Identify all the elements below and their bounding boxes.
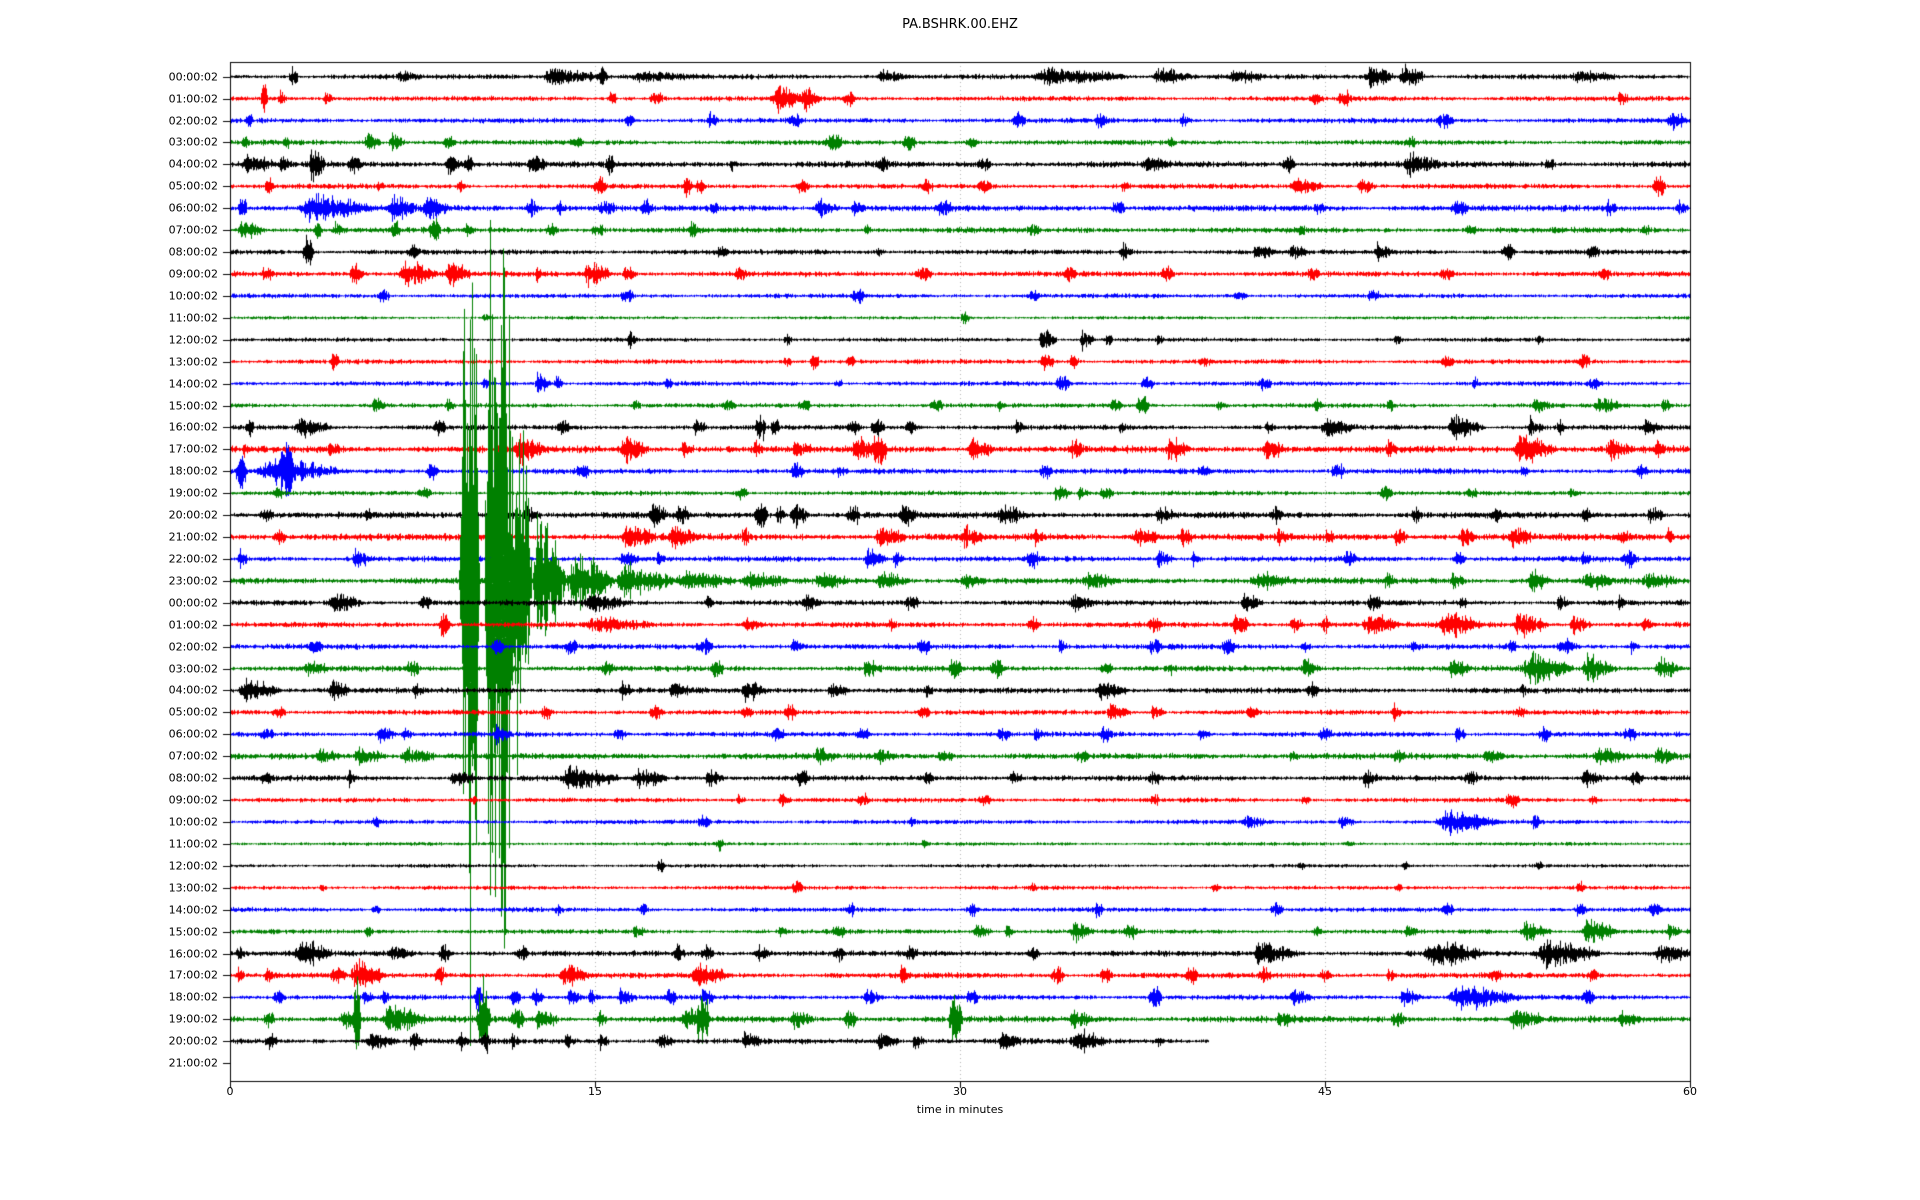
y-tick-label: 17:00:02 [168,968,218,982]
x-tick-label: 15 [588,1085,602,1098]
y-tick-label: 22:00:02 [168,552,218,566]
y-tick-label: 14:00:02 [168,903,218,917]
y-tick-label: 17:00:02 [168,442,218,456]
y-tick-label: 13:00:02 [168,355,218,369]
x-tick-label: 0 [226,1085,234,1098]
y-tick-label: 16:00:02 [168,947,218,960]
y-tick-label: 09:00:02 [168,267,218,281]
y-tick-label: 04:00:02 [168,157,218,171]
y-tick-label: 12:00:02 [168,333,218,347]
y-tick-label: 02:00:02 [168,114,218,128]
y-tick-label: 19:00:02 [168,486,218,500]
y-tick-label: 18:00:02 [168,990,218,1004]
y-tick-label: 06:00:02 [168,201,218,215]
y-tick-label: 20:00:02 [168,508,218,522]
y-tick-label: 05:00:02 [168,179,218,193]
y-tick-label: 23:00:02 [168,574,218,588]
y-tick-label: 08:00:02 [168,771,218,785]
y-tick-label: 03:00:02 [168,662,218,676]
y-tick-label: 20:00:02 [168,1034,218,1048]
y-tick-label: 00:00:02 [168,70,218,84]
x-tick-label: 60 [1683,1085,1697,1098]
y-tick-label: 21:00:02 [168,530,218,544]
y-tick-label: 04:00:02 [168,683,218,697]
x-tick-label: 45 [1318,1085,1332,1098]
y-tick-label: 03:00:02 [168,135,218,149]
y-tick-label: 15:00:02 [168,399,218,412]
y-tick-label: 05:00:02 [168,705,218,719]
y-tick-label: 01:00:02 [168,92,218,106]
y-tick-label: 21:00:02 [168,1056,218,1070]
y-tick-label: 10:00:02 [168,815,218,829]
y-tick-label: 15:00:02 [168,925,218,939]
y-tick-label: 00:00:02 [168,596,218,610]
y-tick-label: 07:00:02 [168,749,218,763]
y-tick-label: 07:00:02 [168,223,218,237]
y-tick-label: 12:00:02 [168,859,218,873]
y-tick-label: 11:00:02 [168,837,218,851]
x-axis-title: time in minutes [916,1103,1004,1116]
y-tick-label: 18:00:02 [168,464,218,478]
y-tick-label: 02:00:02 [168,640,218,654]
y-tick-label: 19:00:02 [168,1012,218,1026]
y-tick-label: 16:00:02 [168,420,218,434]
y-tick-label: 11:00:02 [168,311,218,325]
y-tick-label: 13:00:02 [168,881,218,895]
x-tick-label: 30 [953,1085,967,1098]
y-tick-label: 14:00:02 [168,377,218,391]
y-tick-label: 01:00:02 [168,618,218,632]
plot-title: PA.BSHRK.00.EHZ [902,17,1018,32]
y-tick-label: 10:00:02 [168,289,218,303]
y-tick-label: 06:00:02 [168,727,218,741]
y-tick-label: 09:00:02 [168,793,218,807]
y-tick-label: 08:00:02 [168,245,218,259]
